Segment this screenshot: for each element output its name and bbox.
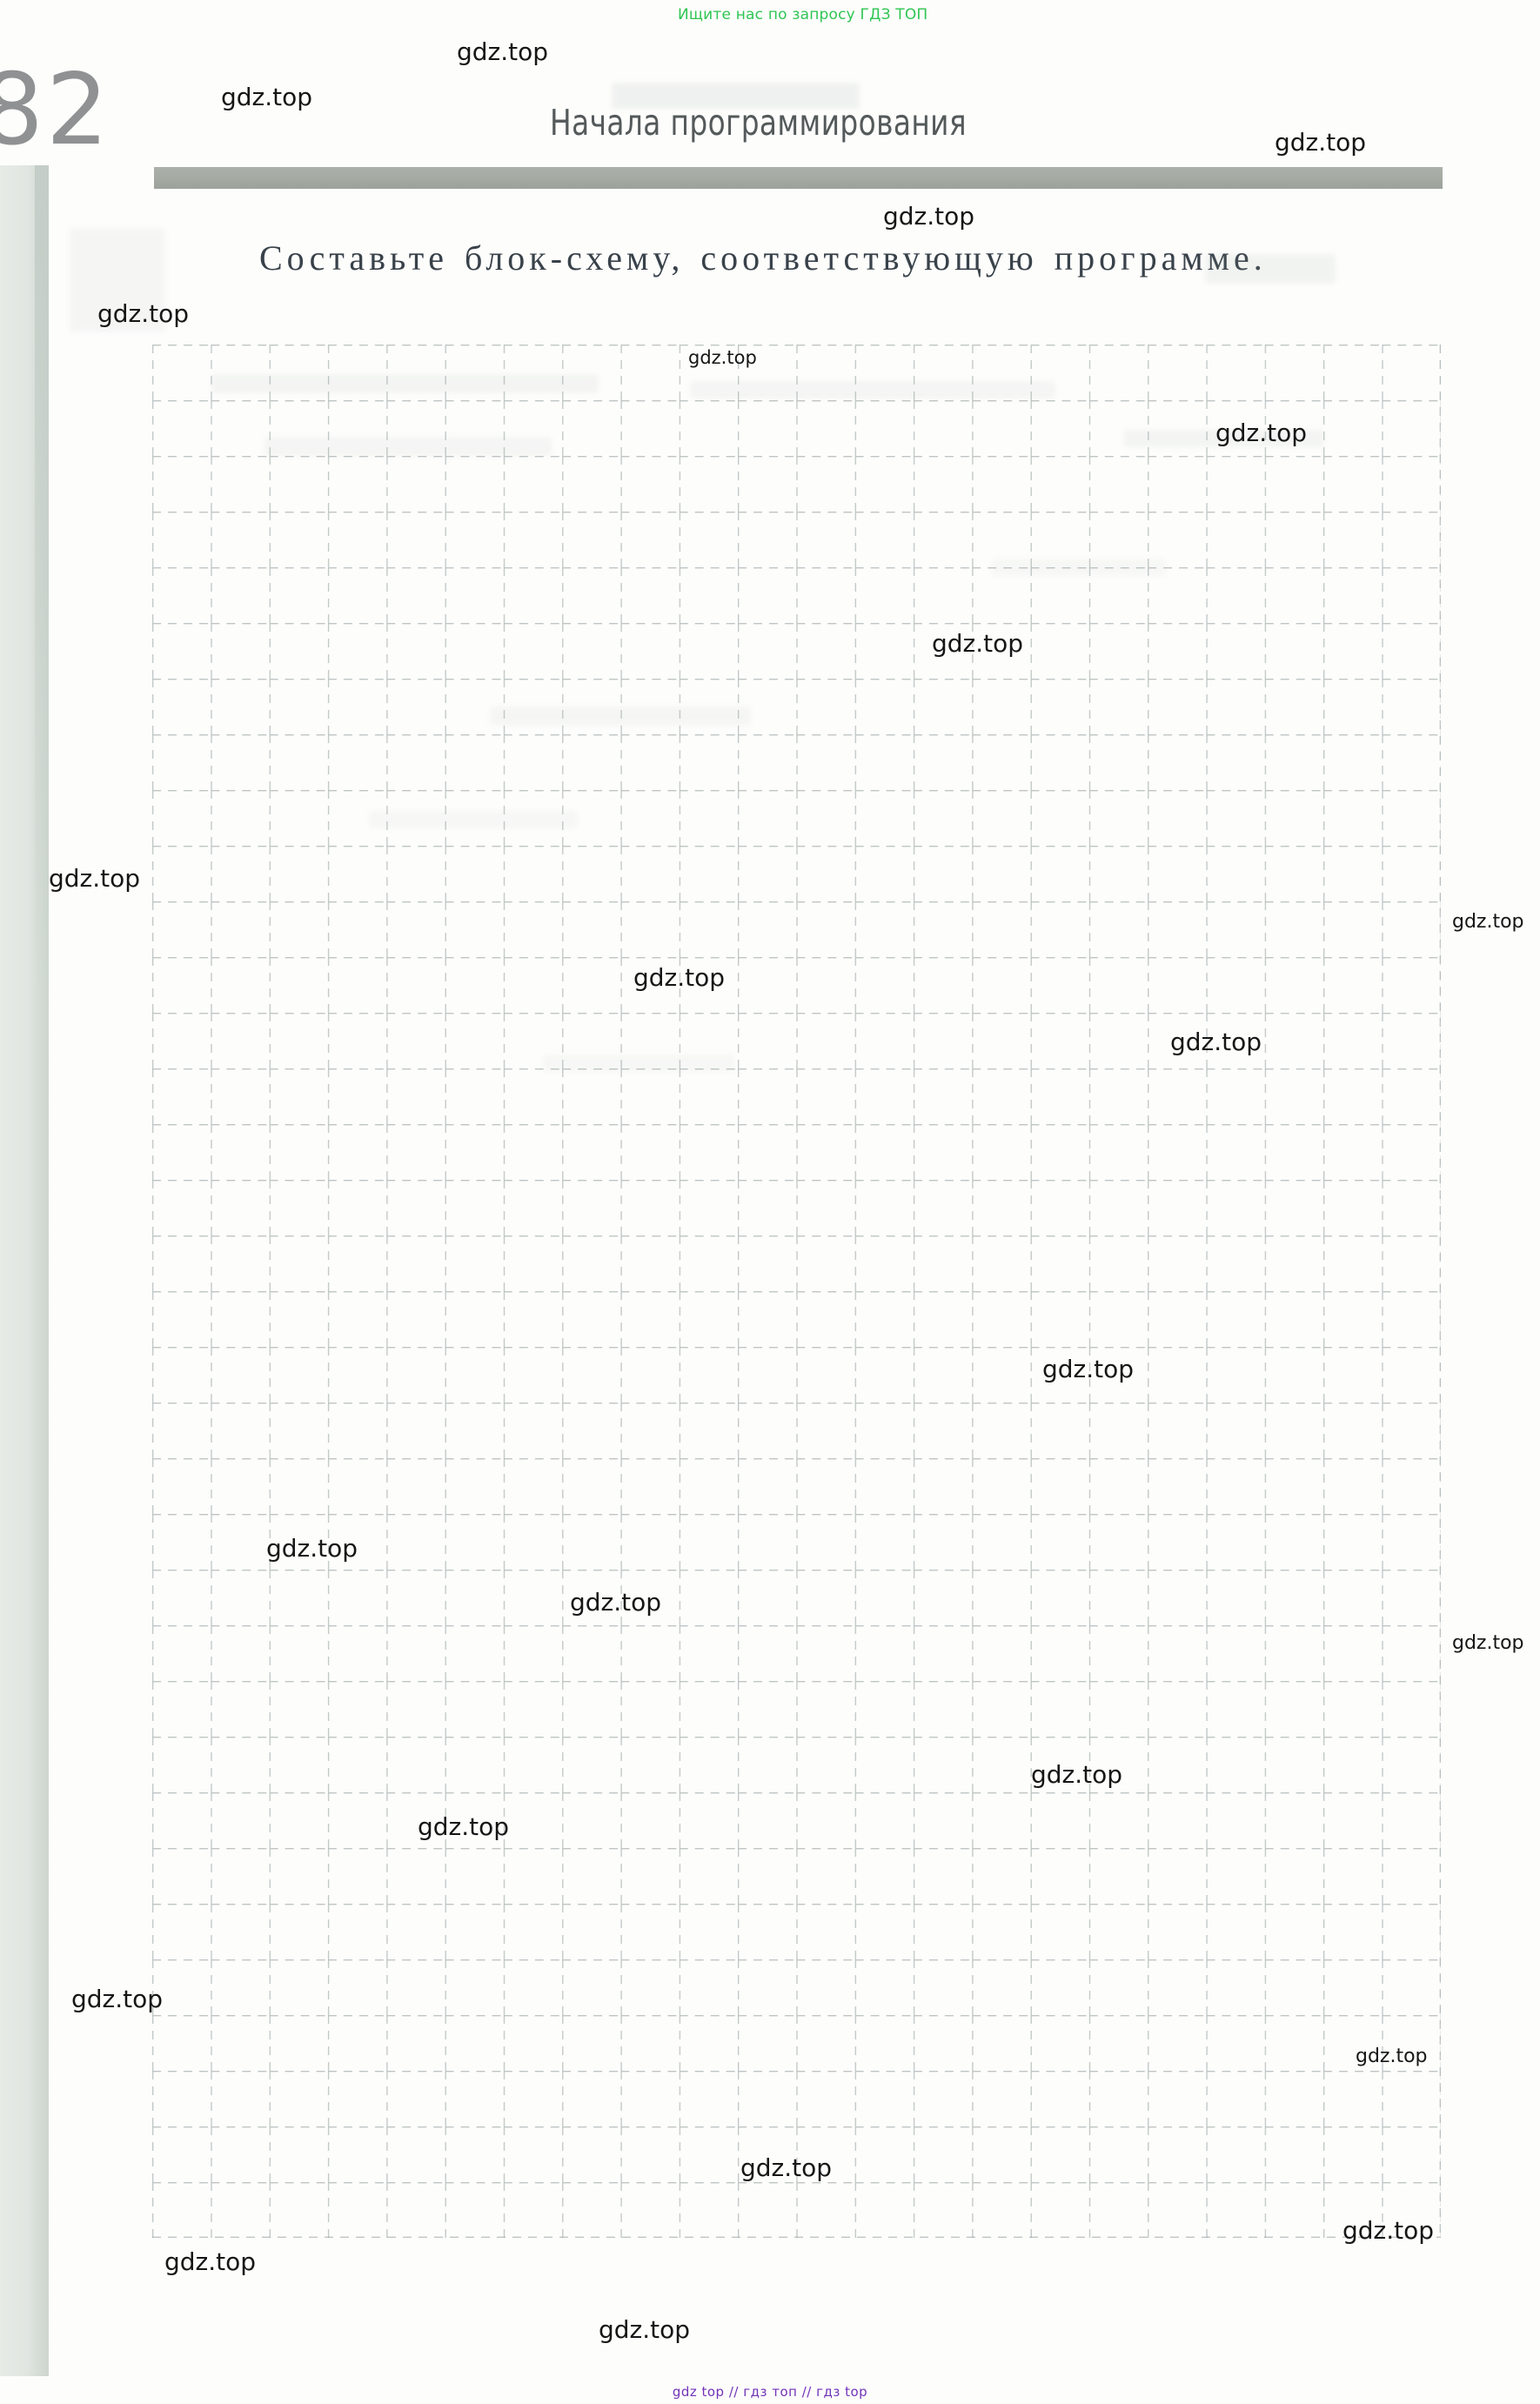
gdz-watermark: gdz.top <box>932 629 1024 658</box>
footer-watermark-line: gdz top // гдз топ // гдз top <box>672 2384 868 2400</box>
ghost-smudge <box>70 228 165 332</box>
gdz-watermark: gdz.top <box>740 2153 833 2182</box>
gdz-watermark: gdz.top <box>633 963 726 992</box>
gdz-watermark: gdz.top <box>570 1588 662 1617</box>
gdz-watermark: gdz.top <box>1452 1632 1524 1654</box>
gdz-watermark: gdz.top <box>71 1985 164 2013</box>
gdz-watermark: gdz.top <box>1215 419 1308 447</box>
gdz-watermark: gdz.top <box>221 83 313 111</box>
book-gutter-strip <box>0 165 49 2376</box>
gdz-watermark: gdz.top <box>49 864 141 893</box>
task-text: Составьте блок-схему, соответствующую пр… <box>259 238 1267 278</box>
grid-paper-answer-area <box>152 345 1442 2239</box>
gdz-watermark: gdz.top <box>1170 1028 1262 1056</box>
section-divider-bar <box>154 167 1443 189</box>
ghost-smudge <box>1205 254 1336 284</box>
ghost-smudge <box>612 83 860 109</box>
page-number: 82 <box>0 52 111 167</box>
chapter-title: Начала программирования <box>550 102 968 144</box>
gdz-watermark: gdz.top <box>688 347 757 368</box>
gdz-watermark: gdz.top <box>883 202 975 231</box>
gdz-watermark: gdz.top <box>1031 1760 1123 1789</box>
gdz-watermark: gdz.top <box>418 1812 510 1841</box>
gdz-watermark: gdz.top <box>1275 128 1367 157</box>
gdz-watermark: gdz.top <box>457 37 549 66</box>
gdz-watermark: gdz.top <box>97 299 190 328</box>
gdz-watermark: gdz.top <box>1042 1355 1135 1383</box>
gdz-watermark: gdz.top <box>1356 2046 1428 2067</box>
gdz-watermark: gdz.top <box>164 2247 257 2276</box>
gdz-watermark: gdz.top <box>599 2315 691 2344</box>
gdz-watermark: gdz.top <box>266 1534 358 1563</box>
gdz-watermark: gdz.top <box>1342 2216 1435 2245</box>
promo-top-text: Ищите нас по запросу ГДЗ ТОП <box>678 6 928 23</box>
gdz-watermark: gdz.top <box>1452 911 1524 933</box>
grid-paper-lines <box>152 345 1441 2238</box>
